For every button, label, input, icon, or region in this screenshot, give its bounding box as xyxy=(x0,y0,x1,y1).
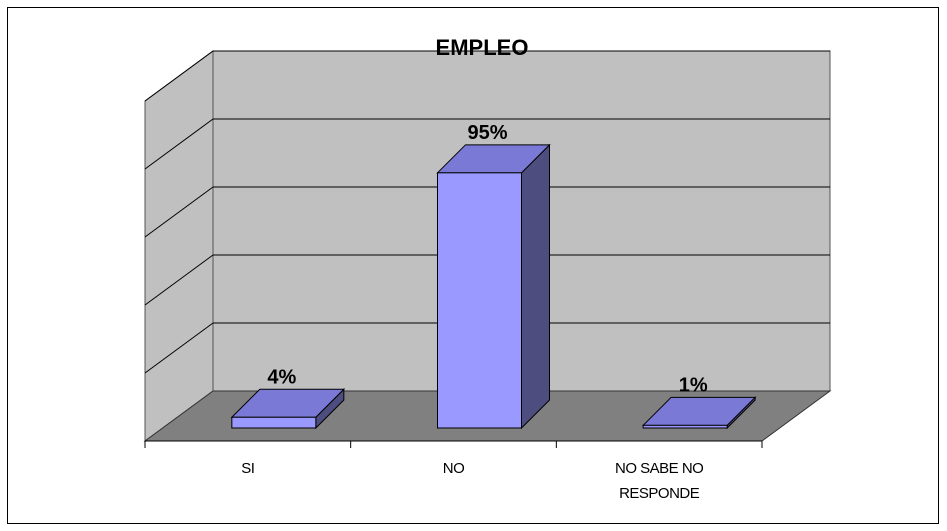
category-label: NO SABE NO xyxy=(615,460,703,477)
category-label: RESPONDE xyxy=(619,485,700,502)
x-axis xyxy=(144,440,763,448)
gridline-side xyxy=(144,322,214,374)
category-label: SI xyxy=(241,460,254,477)
gridline-side xyxy=(144,50,214,102)
bar-front xyxy=(437,172,522,429)
bars xyxy=(230,143,757,430)
category-label: NO xyxy=(443,460,465,477)
side-wall xyxy=(144,50,214,442)
category-labels: SI NO NO SABE NO RESPONDE xyxy=(241,460,704,502)
bar xyxy=(641,396,757,430)
data-label: 4% xyxy=(267,366,296,388)
data-labels: 4% 95% 1% xyxy=(267,122,707,396)
bar-front xyxy=(231,416,317,429)
bar-front xyxy=(642,424,728,429)
bar-side xyxy=(521,143,550,430)
chart-title: EMPLEO xyxy=(436,35,529,60)
gridline-side xyxy=(144,186,214,238)
bar xyxy=(436,143,551,430)
gridline-side xyxy=(144,118,214,170)
data-label: 1% xyxy=(679,374,708,396)
gridline-side xyxy=(144,254,214,306)
bar xyxy=(230,388,346,430)
data-label: 95% xyxy=(467,122,507,144)
